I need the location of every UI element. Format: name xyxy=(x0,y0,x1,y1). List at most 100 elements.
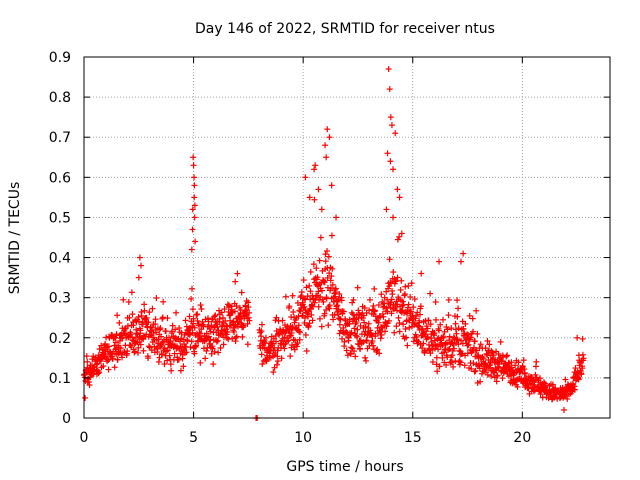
data-point xyxy=(114,356,121,363)
data-point xyxy=(408,280,415,287)
data-point xyxy=(433,354,440,361)
data-point xyxy=(309,317,316,324)
data-point xyxy=(287,353,294,360)
data-point xyxy=(245,304,252,311)
data-point xyxy=(437,321,444,328)
data-point xyxy=(235,323,242,330)
data-point xyxy=(155,358,162,365)
data-point xyxy=(378,331,385,338)
data-point xyxy=(490,352,497,359)
data-point xyxy=(484,337,491,344)
data-point xyxy=(113,331,120,338)
data-point xyxy=(398,277,405,284)
data-point xyxy=(102,340,109,347)
data-point xyxy=(172,326,179,333)
data-point xyxy=(436,258,443,265)
x-axis-label: GPS time / hours xyxy=(286,459,403,475)
data-point xyxy=(259,361,266,368)
data-point xyxy=(306,320,313,327)
data-point xyxy=(119,354,126,361)
data-point xyxy=(439,316,446,323)
data-point xyxy=(135,274,142,281)
data-point xyxy=(197,359,204,366)
data-point xyxy=(533,358,540,365)
data-point xyxy=(146,343,153,350)
data-point xyxy=(86,382,93,389)
data-point xyxy=(191,214,198,221)
data-point xyxy=(131,348,138,355)
data-point xyxy=(457,359,464,366)
data-point xyxy=(405,304,412,311)
data-point xyxy=(460,326,467,333)
data-point xyxy=(273,314,280,321)
data-point xyxy=(333,214,340,221)
data-point xyxy=(220,341,227,348)
data-point xyxy=(234,270,241,277)
data-point xyxy=(336,330,343,337)
data-point xyxy=(137,262,144,269)
data-point xyxy=(164,347,171,354)
data-point xyxy=(186,313,193,320)
data-point xyxy=(472,367,479,374)
data-point xyxy=(169,328,176,335)
data-point xyxy=(357,346,364,353)
data-point xyxy=(375,301,382,308)
data-point xyxy=(449,352,456,359)
data-point xyxy=(156,326,163,333)
data-point xyxy=(200,321,207,328)
data-point xyxy=(319,287,326,294)
data-point xyxy=(135,318,142,325)
data-point xyxy=(239,333,246,340)
data-point xyxy=(404,342,411,349)
data-point xyxy=(306,282,313,289)
data-point xyxy=(158,333,165,340)
data-point xyxy=(370,302,377,309)
data-point xyxy=(416,311,423,318)
data-point xyxy=(377,329,384,336)
data-point xyxy=(310,261,317,268)
data-point xyxy=(453,336,460,343)
data-point xyxy=(351,348,358,355)
data-point xyxy=(124,323,131,330)
data-point xyxy=(190,154,197,161)
data-point xyxy=(464,350,471,357)
data-point xyxy=(285,337,292,344)
data-point xyxy=(452,320,459,327)
data-point xyxy=(204,315,211,322)
data-point xyxy=(385,66,392,73)
data-point xyxy=(499,375,506,382)
data-point xyxy=(448,325,455,332)
data-point xyxy=(206,325,213,332)
data-point xyxy=(93,361,100,368)
data-point xyxy=(161,361,168,368)
data-point xyxy=(471,338,478,345)
data-point xyxy=(132,334,139,341)
data-point xyxy=(387,158,394,165)
data-point xyxy=(297,294,304,301)
data-point xyxy=(272,317,279,324)
data-point xyxy=(120,296,127,303)
data-point xyxy=(269,340,276,347)
data-point xyxy=(354,284,361,291)
data-point xyxy=(377,335,384,342)
data-point xyxy=(562,376,569,383)
data-point xyxy=(383,305,390,312)
data-point xyxy=(135,349,142,356)
data-point xyxy=(427,321,434,328)
data-point xyxy=(390,166,397,173)
data-point xyxy=(192,343,199,350)
data-point xyxy=(309,303,316,310)
data-point xyxy=(408,308,415,315)
data-point xyxy=(330,316,337,323)
data-point xyxy=(578,371,585,378)
data-point xyxy=(191,350,198,357)
data-point xyxy=(338,297,345,304)
data-point xyxy=(274,358,281,365)
data-point xyxy=(246,317,253,324)
data-point xyxy=(484,371,491,378)
data-point xyxy=(286,333,293,340)
data-point xyxy=(117,345,124,352)
data-point xyxy=(383,323,390,330)
y-tick-label: 0.9 xyxy=(49,50,71,66)
data-point xyxy=(446,333,453,340)
